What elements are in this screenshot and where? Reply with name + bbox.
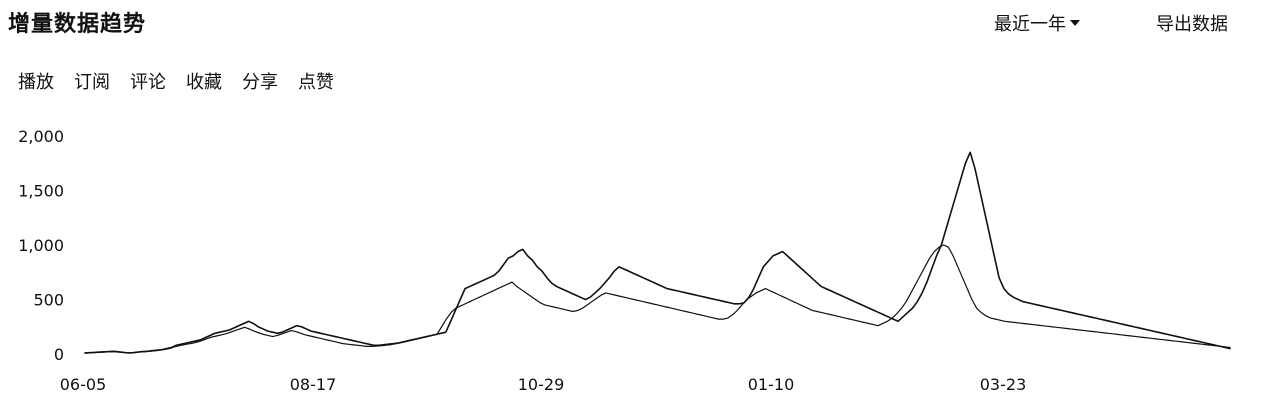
y-tick-label: 1,000	[18, 236, 64, 255]
tab-subscribe[interactable]: 订阅	[74, 72, 110, 93]
date-range-dropdown[interactable]: 最近一年	[994, 10, 1080, 36]
tab-like[interactable]: 点赞	[298, 72, 334, 93]
y-tick-label: 0	[54, 345, 64, 364]
x-tick-label: 03-23	[980, 375, 1027, 394]
x-tick-label: 06-05	[60, 375, 107, 394]
date-range-label: 最近一年	[994, 14, 1066, 35]
x-tick-label: 10-29	[518, 375, 565, 394]
chevron-down-icon	[1070, 20, 1080, 26]
tab-play[interactable]: 播放	[18, 72, 54, 93]
y-tick-label: 1,500	[18, 182, 64, 201]
tab-favorite[interactable]: 收藏	[186, 72, 222, 93]
tab-share[interactable]: 分享	[242, 72, 278, 93]
page-title: 增量数据趋势	[8, 12, 147, 37]
tab-comment[interactable]: 评论	[130, 72, 166, 93]
y-tick-label: 500	[33, 291, 64, 310]
x-tick-label: 08-17	[290, 375, 337, 394]
y-tick-label: 2,000	[18, 127, 64, 146]
metric-tabs: 播放 订阅 评论 收藏 分享 点赞	[18, 68, 334, 94]
series-line-0	[84, 151, 1231, 354]
export-data-button[interactable]: 导出数据	[1156, 14, 1228, 35]
series-line-1	[84, 244, 1231, 354]
x-tick-label: 01-10	[748, 375, 795, 394]
